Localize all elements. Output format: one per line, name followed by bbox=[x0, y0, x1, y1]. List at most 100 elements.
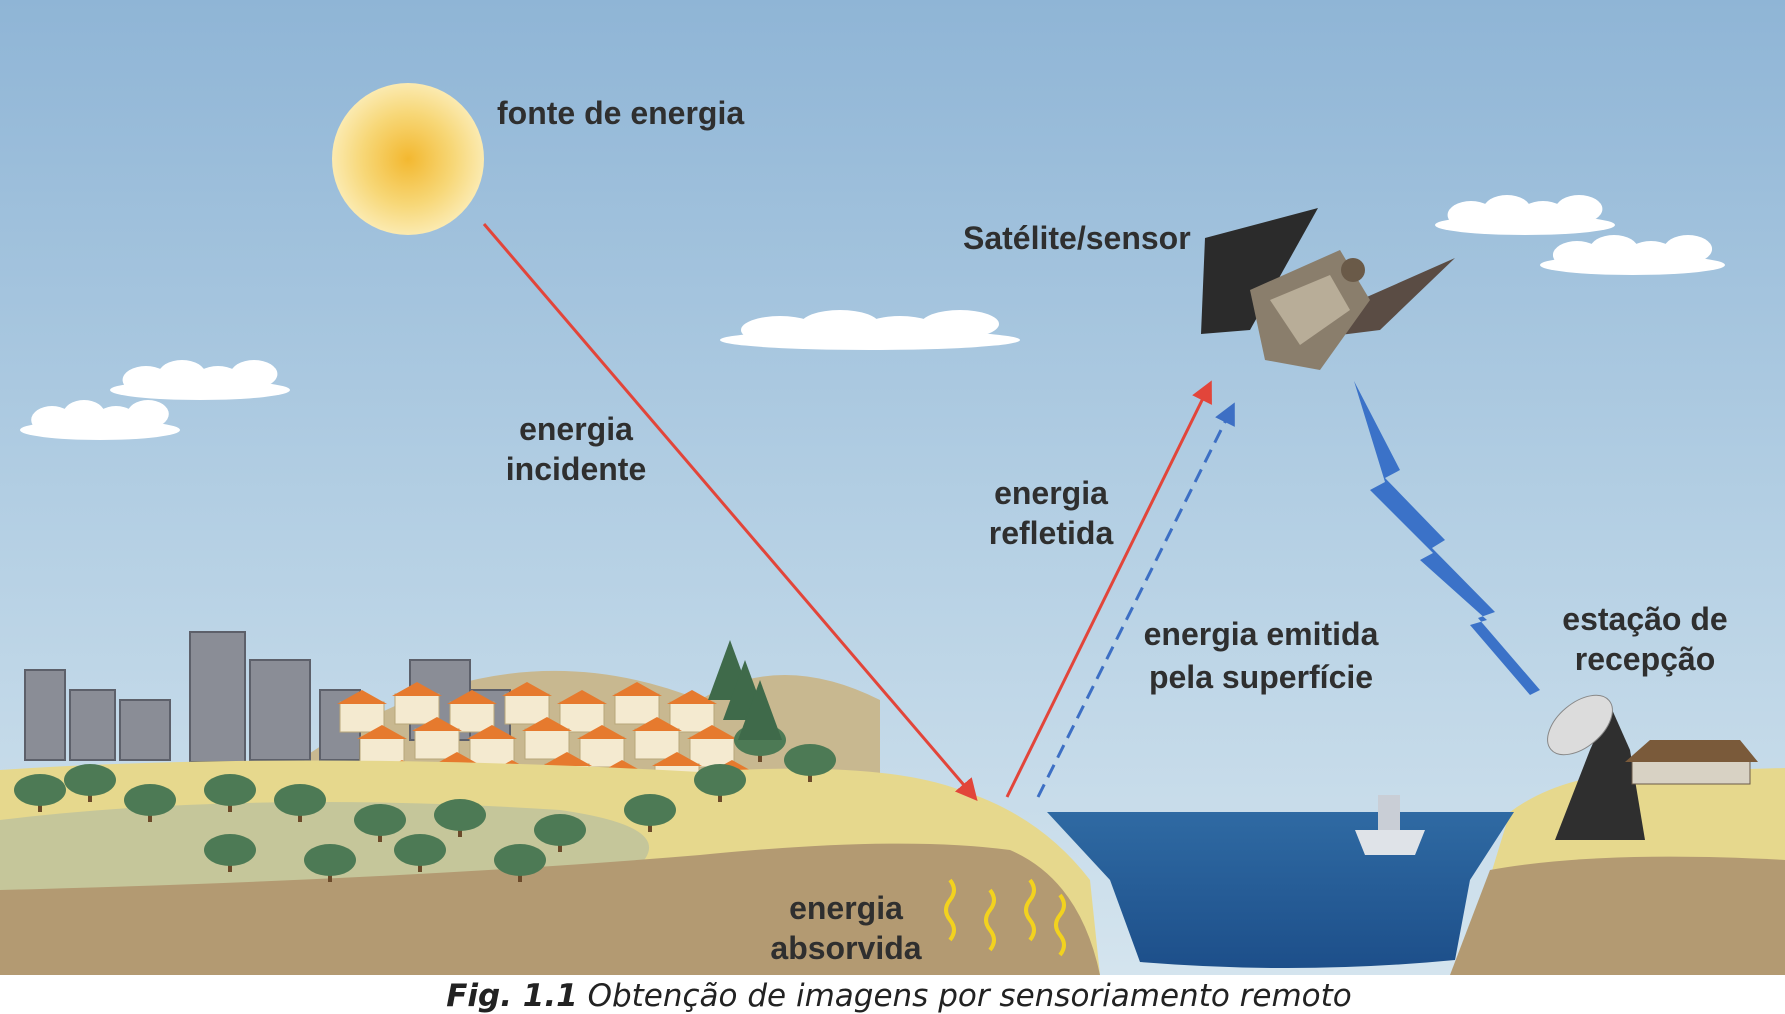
house bbox=[634, 728, 680, 760]
tree bbox=[274, 784, 326, 816]
house bbox=[524, 728, 570, 760]
tree bbox=[534, 814, 586, 846]
house bbox=[504, 693, 550, 725]
station-building bbox=[1631, 759, 1751, 785]
building bbox=[119, 699, 171, 761]
pine bbox=[738, 680, 782, 740]
station-label: recepção bbox=[1575, 641, 1716, 677]
house bbox=[559, 701, 605, 733]
cloud bbox=[1483, 195, 1531, 223]
antenna-base bbox=[1555, 705, 1645, 840]
emitted-arrow bbox=[1036, 402, 1235, 798]
roof bbox=[557, 690, 607, 704]
house bbox=[339, 701, 385, 733]
heat-wave bbox=[944, 878, 956, 942]
ship bbox=[1355, 830, 1425, 855]
roof bbox=[337, 690, 387, 704]
roof bbox=[577, 725, 627, 739]
incident-label: energia bbox=[519, 411, 633, 447]
building bbox=[69, 689, 116, 761]
roof bbox=[667, 690, 717, 704]
reflected-label: refletida bbox=[989, 515, 1114, 551]
house bbox=[689, 736, 735, 768]
roof bbox=[522, 717, 572, 731]
tree bbox=[204, 834, 256, 866]
roof bbox=[412, 717, 462, 731]
roof bbox=[542, 752, 592, 766]
tree bbox=[694, 764, 746, 796]
house bbox=[414, 728, 460, 760]
satellite bbox=[1201, 208, 1455, 370]
tree bbox=[394, 834, 446, 866]
emitted-label: pela superfície bbox=[1149, 659, 1373, 695]
soil bbox=[0, 843, 1100, 975]
reflected-arrow bbox=[1005, 380, 1212, 798]
cloud bbox=[801, 310, 879, 338]
incident-arrow bbox=[482, 223, 978, 802]
ship-tower bbox=[1378, 795, 1400, 830]
caption-text: Obtenção de imagens por sensoriamento re… bbox=[588, 978, 1352, 1014]
caption: Fig. 1.1 Obtenção de imagens por sensori… bbox=[446, 978, 1352, 1014]
roof bbox=[652, 752, 702, 766]
house bbox=[579, 736, 625, 768]
reflected-label: energia bbox=[994, 475, 1108, 511]
cloud bbox=[1552, 241, 1602, 269]
scenery bbox=[0, 195, 1785, 975]
tree bbox=[494, 844, 546, 876]
sun bbox=[332, 83, 484, 235]
cloud bbox=[861, 316, 939, 344]
right-soil bbox=[1450, 856, 1785, 975]
caption-band bbox=[0, 975, 1785, 1014]
roof bbox=[447, 690, 497, 704]
roof bbox=[467, 725, 517, 739]
tree bbox=[304, 844, 356, 876]
house bbox=[614, 693, 660, 725]
incident-label: incidente bbox=[506, 451, 646, 487]
tree bbox=[204, 774, 256, 806]
cloud bbox=[1663, 235, 1713, 263]
cloud bbox=[1519, 201, 1567, 229]
satellite-label: Satélite/sensor bbox=[963, 220, 1191, 256]
cloud bbox=[230, 360, 278, 388]
building bbox=[249, 659, 311, 761]
station-roof bbox=[1625, 740, 1758, 762]
cloud bbox=[63, 400, 105, 428]
roof bbox=[392, 682, 442, 696]
cloud bbox=[1626, 241, 1676, 269]
cloud bbox=[194, 366, 242, 394]
cloud bbox=[1447, 201, 1495, 229]
tree bbox=[64, 764, 116, 796]
heat-wave bbox=[1054, 893, 1066, 957]
tree bbox=[124, 784, 176, 816]
tree bbox=[434, 799, 486, 831]
roof bbox=[687, 725, 737, 739]
tree bbox=[354, 804, 406, 836]
building bbox=[24, 669, 66, 761]
absorbed-label: energia bbox=[789, 890, 903, 926]
station-label: estação de bbox=[1562, 601, 1727, 637]
heat-wave bbox=[1024, 878, 1036, 942]
cloud bbox=[122, 366, 170, 394]
building bbox=[189, 631, 246, 763]
roof bbox=[632, 717, 682, 731]
cloud bbox=[127, 400, 169, 428]
absorbed-label: absorvida bbox=[770, 930, 921, 966]
tree bbox=[784, 744, 836, 776]
cloud bbox=[95, 406, 137, 434]
roof bbox=[612, 682, 662, 696]
house bbox=[469, 736, 515, 768]
heat-wave bbox=[984, 888, 996, 952]
dish bbox=[1547, 694, 1613, 756]
tree bbox=[624, 794, 676, 826]
house bbox=[449, 701, 495, 733]
cloud bbox=[158, 360, 206, 388]
cloud bbox=[1589, 235, 1639, 263]
roof bbox=[357, 725, 407, 739]
roof bbox=[502, 682, 552, 696]
cloud bbox=[741, 316, 819, 344]
cloud bbox=[31, 406, 73, 434]
house bbox=[394, 693, 440, 725]
cloud bbox=[921, 310, 999, 338]
